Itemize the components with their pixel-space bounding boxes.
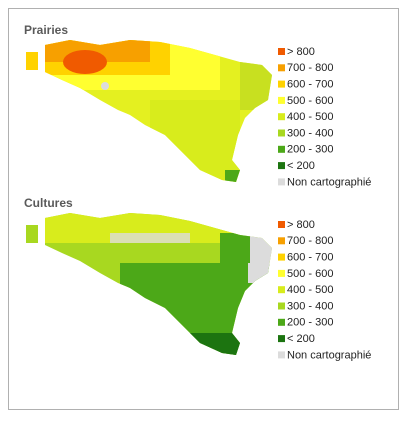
legend-swatch: [278, 96, 285, 104]
legend-label: 700 - 800: [287, 62, 333, 74]
panel-title: Prairies: [24, 23, 68, 37]
legend-label: 700 - 800: [287, 235, 333, 247]
legend-swatch: [278, 80, 285, 88]
legend-label: Non cartographié: [287, 349, 371, 361]
legend-label: Non cartographié: [287, 176, 371, 188]
legend-label: 300 - 400: [287, 127, 333, 139]
legend-label: < 200: [287, 333, 315, 345]
legend-label: > 800: [287, 219, 315, 231]
legend-swatch: [278, 162, 285, 170]
legend-label: 400 - 500: [287, 284, 333, 296]
legend-swatch: [278, 48, 285, 55]
legend-swatch: [278, 221, 285, 228]
legends: Prairies > 800 700 - 800 600 - 700 500 - 600…: [24, 23, 371, 361]
legend-label: 200 - 300: [287, 317, 333, 329]
legend-label: 400 - 500: [287, 111, 333, 123]
legend-label: 600 - 700: [287, 79, 333, 91]
legend-label: 500 - 600: [287, 95, 333, 107]
legend-swatch: [278, 64, 285, 72]
legend-label: 200 - 300: [287, 144, 333, 156]
legend-swatch: [278, 318, 285, 326]
legend-swatch: [278, 302, 285, 310]
legend-label: 500 - 600: [287, 268, 333, 280]
legend-swatch: [278, 351, 285, 359]
legend-swatch: [278, 145, 285, 153]
legend-swatch: [278, 253, 285, 261]
legend-swatch: [278, 286, 285, 294]
legend-swatch: [278, 129, 285, 137]
legend-swatch: [278, 269, 285, 277]
legend-swatch: [278, 113, 285, 121]
legend-label: > 800: [287, 46, 315, 58]
legend-swatch: [278, 335, 285, 343]
legend-label: < 200: [287, 160, 315, 172]
legend-label: 600 - 700: [287, 252, 333, 264]
legend-swatch: [278, 178, 285, 186]
panel-title: Cultures: [24, 196, 73, 210]
legend-swatch: [278, 237, 285, 245]
legend-label: 300 - 400: [287, 300, 333, 312]
